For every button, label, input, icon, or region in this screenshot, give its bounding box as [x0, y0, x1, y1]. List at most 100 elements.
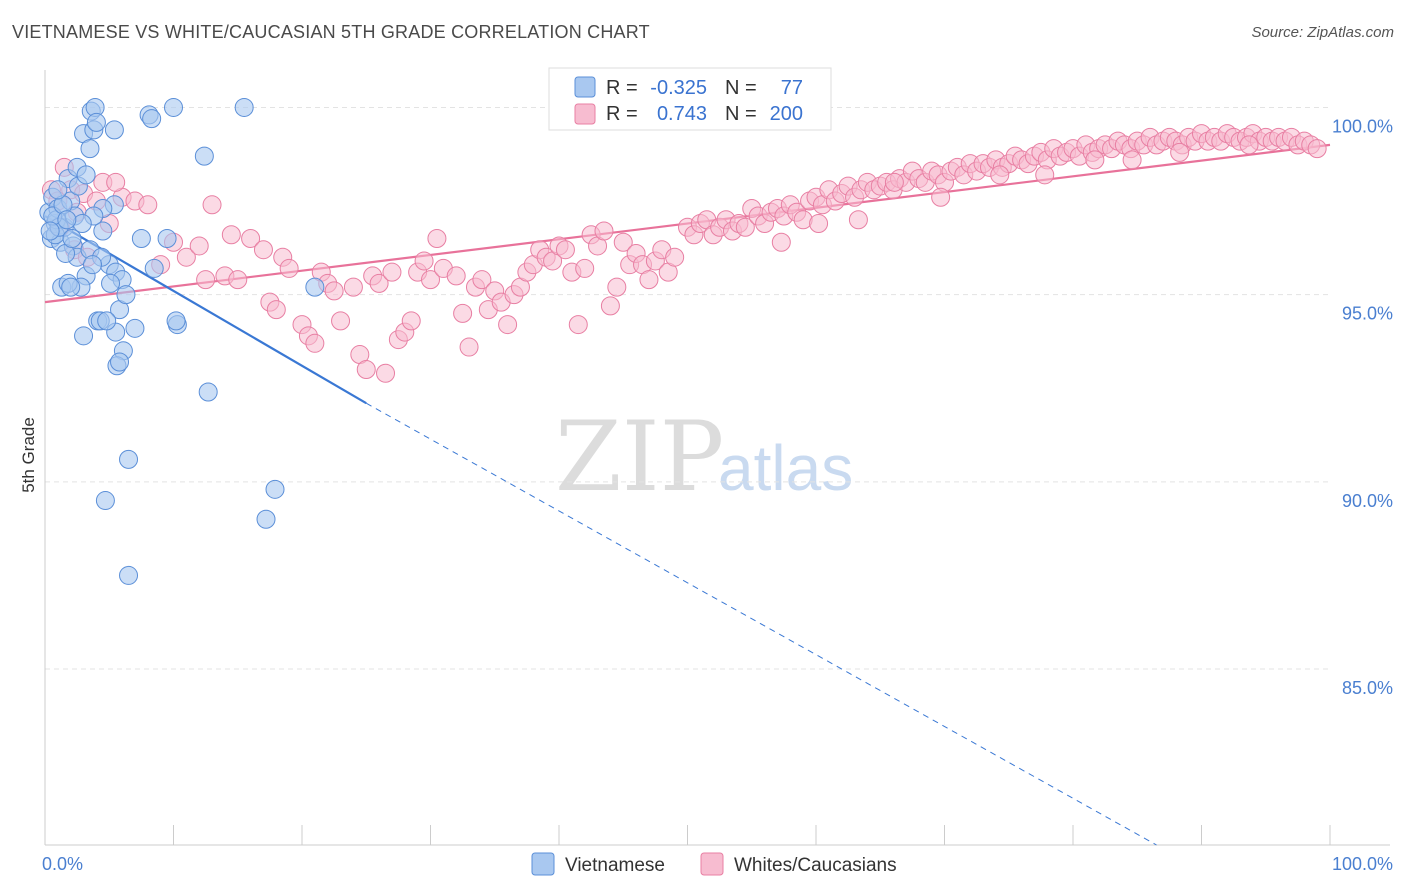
y-tick-label: 100.0%	[1332, 116, 1393, 136]
vietnamese-point	[110, 352, 130, 372]
vietnamese-point	[157, 228, 177, 248]
bottom-legend-swatch-whites	[700, 852, 724, 876]
vietnamese-point	[166, 311, 186, 331]
whites-point	[414, 251, 434, 271]
whites-point	[607, 277, 627, 297]
legend-swatch-whites	[574, 103, 596, 125]
whites-point	[1239, 135, 1259, 155]
whites-point	[459, 337, 479, 357]
whites-point	[401, 311, 421, 331]
whites-point	[189, 236, 209, 256]
vietnamese-point	[194, 146, 214, 166]
whites-point	[931, 187, 951, 207]
whites-point	[575, 258, 595, 278]
whites-point	[555, 240, 575, 260]
legend-r-value-whites: 0.743	[657, 103, 707, 125]
whites-point	[138, 195, 158, 215]
vietnamese-point	[125, 318, 145, 338]
whites-point	[106, 172, 126, 192]
legend-r-value-vietnamese: -0.325	[650, 77, 707, 99]
vietnamese-point	[57, 210, 77, 230]
vietnamese-point	[142, 109, 162, 129]
whites-point	[331, 311, 351, 331]
legend-box: R = -0.325 N = 77 R = 0.743 N = 200	[548, 67, 832, 131]
chart-title: VIETNAMESE VS WHITE/CAUCASIAN 5TH GRADE …	[12, 22, 650, 42]
whites-point	[376, 363, 396, 383]
source-credit: Source: ZipAtlas.com	[1251, 24, 1394, 41]
bottom-legend-label-whites: Whites/Caucasians	[734, 855, 897, 876]
vietnamese-point	[93, 221, 113, 241]
vietnamese-point	[116, 285, 136, 305]
vietnamese-point	[265, 479, 285, 499]
vietnamese-point	[256, 509, 276, 529]
x-tick-label-min: 0.0%	[42, 854, 83, 874]
watermark-zip: ZIP	[555, 401, 724, 513]
legend-n-value-whites: 200	[770, 103, 803, 125]
whites-point	[221, 225, 241, 245]
vietnamese-point	[61, 277, 81, 297]
whites-point	[1170, 142, 1190, 162]
whites-point	[421, 270, 440, 290]
vietnamese-point	[104, 120, 124, 140]
whites-point	[176, 247, 196, 267]
vietnamese-trend-extension	[366, 402, 1157, 846]
legend-n-label-2: N =	[725, 103, 757, 125]
vietnamese-point	[76, 165, 96, 185]
whites-point	[600, 296, 620, 316]
vietnamese-point	[305, 277, 325, 297]
vietnamese-point	[48, 180, 68, 200]
whites-point	[356, 360, 376, 380]
whites-point	[1122, 150, 1142, 170]
whites-point	[453, 303, 473, 323]
vietnamese-point	[119, 449, 139, 469]
whites-point	[809, 214, 829, 234]
vietnamese-point	[131, 228, 151, 248]
whites-point	[305, 333, 325, 353]
whites-point	[848, 210, 868, 230]
whites-point	[613, 232, 633, 252]
whites-point	[446, 266, 466, 286]
vietnamese-point	[83, 255, 103, 275]
vietnamese-point	[144, 258, 164, 278]
y-tick-label: 85.0%	[1342, 678, 1393, 698]
whites-point	[343, 277, 363, 297]
whites-point	[202, 195, 222, 215]
whites-point	[1035, 165, 1055, 185]
series-whites-points	[41, 124, 1327, 383]
legend-swatch-vietnamese	[574, 76, 596, 98]
x-tick-labels: 0.0% 100.0%	[42, 854, 1393, 874]
whites-point	[253, 240, 273, 260]
whites-point	[498, 315, 518, 335]
whites-point	[241, 228, 261, 248]
whites-point	[990, 165, 1010, 185]
x-tick-label-max: 100.0%	[1332, 854, 1393, 874]
vietnamese-point	[80, 139, 100, 159]
whites-point	[735, 217, 755, 237]
y-tick-labels: 85.0% 90.0% 95.0% 100.0%	[1332, 116, 1393, 698]
whites-point	[1085, 150, 1105, 170]
gridlines	[45, 106, 1330, 670]
bottom-legend-label-vietnamese: Vietnamese	[565, 855, 665, 876]
whites-point	[324, 281, 344, 301]
vietnamese-point	[95, 491, 115, 511]
vietnamese-point	[164, 97, 183, 117]
legend-n-label-1: N =	[725, 77, 757, 99]
y-axis-title: 5th Grade	[19, 417, 38, 493]
vietnamese-point	[119, 565, 139, 585]
vietnamese-point	[40, 221, 60, 241]
legend-r-label-1: R =	[606, 77, 638, 99]
whites-point	[884, 172, 904, 192]
bottom-legend-swatch-vietnamese	[531, 852, 555, 876]
y-tick-label: 90.0%	[1342, 491, 1393, 511]
y-tick-label: 95.0%	[1342, 304, 1393, 324]
legend-n-value-vietnamese: 77	[781, 77, 803, 99]
whites-point	[196, 270, 216, 290]
whites-point	[665, 247, 685, 267]
whites-point	[1307, 139, 1327, 159]
watermark-atlas: atlas	[718, 432, 853, 504]
whites-point	[369, 273, 389, 293]
whites-point	[382, 262, 402, 282]
legend-r-label-2: R =	[606, 103, 638, 125]
whites-point	[771, 232, 791, 252]
